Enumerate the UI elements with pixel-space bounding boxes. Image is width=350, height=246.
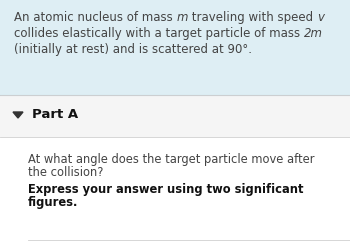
Text: traveling with speed: traveling with speed xyxy=(188,11,317,24)
Bar xyxy=(0,0,350,95)
Text: (initially at rest) and is scattered at 90°.: (initially at rest) and is scattered at … xyxy=(14,43,252,56)
Text: An atomic nucleus of mass: An atomic nucleus of mass xyxy=(14,11,176,24)
Text: m: m xyxy=(176,11,188,24)
Text: Part A: Part A xyxy=(32,108,78,122)
Text: Express your answer using two significant: Express your answer using two significan… xyxy=(28,183,303,196)
Text: 2m: 2m xyxy=(304,27,323,40)
Bar xyxy=(0,95,350,137)
Text: figures.: figures. xyxy=(28,196,78,209)
Text: v: v xyxy=(317,11,324,24)
Polygon shape xyxy=(13,112,23,118)
Text: At what angle does the target particle move after: At what angle does the target particle m… xyxy=(28,153,315,166)
Text: collides elastically with a target particle of mass: collides elastically with a target parti… xyxy=(14,27,304,40)
Text: the collision?: the collision? xyxy=(28,166,103,179)
